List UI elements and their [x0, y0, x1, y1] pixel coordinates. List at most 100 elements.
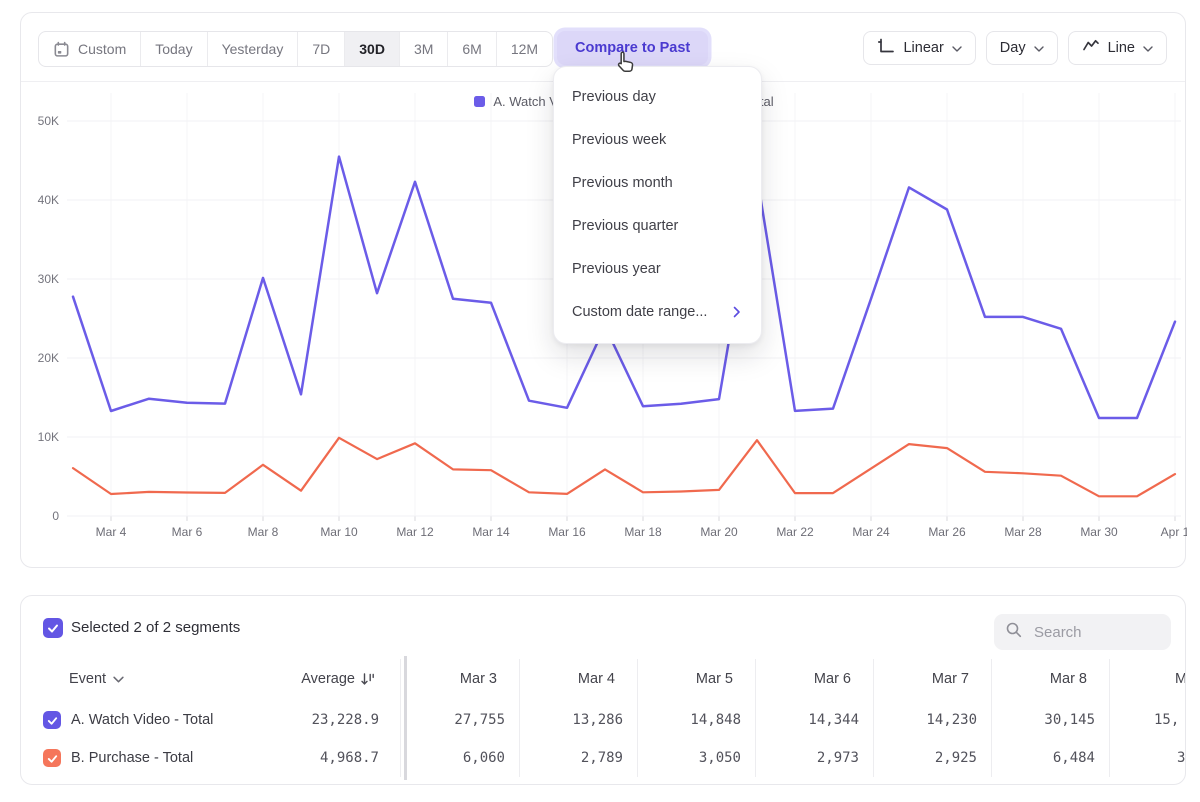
menu-item-label: Previous month	[572, 174, 673, 191]
compare-to-past-button[interactable]: Compare to Past	[557, 31, 709, 65]
segments-panel: Selected 2 of 2 segments Event Average Mar…	[20, 595, 1186, 785]
axis-scale-icon	[877, 37, 895, 59]
column-header-average[interactable]: Average	[251, 664, 386, 694]
compare-dropdown-menu: Previous day Previous week Previous month P…	[553, 66, 762, 344]
preset-label: 7D	[312, 41, 331, 57]
column-divider	[991, 659, 992, 777]
preset-30d[interactable]: 30D	[345, 32, 400, 66]
x-tick-label: Mar 14	[472, 525, 510, 539]
column-divider	[1109, 659, 1110, 777]
x-tick-label: Mar 28	[1004, 525, 1042, 539]
chevron-down-icon	[1143, 40, 1153, 56]
cell-value-clipped: 3,	[1177, 750, 1186, 766]
chart-type-label: Line	[1107, 40, 1135, 56]
chevron-down-icon	[113, 676, 124, 683]
y-tick-label: 40K	[38, 193, 59, 207]
y-tick-label: 0	[52, 509, 59, 523]
cell-value: 2,973	[816, 750, 859, 766]
cell-value: 14,344	[808, 712, 859, 728]
search-icon	[1005, 621, 1023, 644]
chevron-down-icon	[1033, 40, 1044, 56]
preset-3m[interactable]: 3M	[400, 32, 449, 66]
date-range-picker: Custom Today Yesterday 7D 30D 3M 6M 12M	[38, 31, 554, 67]
column-header-mar8: Mar 8	[1049, 671, 1087, 687]
y-tick-label: 20K	[38, 351, 59, 365]
cell-value: 6,484	[1052, 750, 1095, 766]
chevron-down-icon	[952, 40, 962, 56]
column-divider	[755, 659, 756, 777]
x-tick-label: Mar 10	[320, 525, 358, 539]
column-header-mar4: Mar 4	[577, 671, 615, 687]
pinned-column-divider	[404, 656, 407, 780]
menu-item-label: Previous quarter	[572, 217, 679, 234]
preset-7d[interactable]: 7D	[298, 32, 346, 66]
menu-item-label: Custom date range...	[572, 303, 708, 320]
average-value: 23,228.9	[311, 712, 379, 728]
select-all-checkbox[interactable]	[43, 618, 63, 638]
x-tick-label: Mar 4	[96, 525, 127, 539]
segment-label: A. Watch Video - Total	[71, 712, 214, 728]
preset-label: 12M	[510, 41, 539, 57]
preset-today[interactable]: Today	[141, 32, 208, 66]
menu-item-previous-week[interactable]: Previous week	[554, 118, 761, 161]
segment-label: B. Purchase - Total	[71, 750, 194, 766]
average-header-label: Average	[301, 671, 355, 687]
x-tick-label: Mar 18	[624, 525, 662, 539]
column-header-mar3: Mar 3	[459, 671, 497, 687]
sort-descending-icon	[360, 671, 376, 687]
preset-label: Today	[155, 41, 193, 57]
legend-swatch	[474, 96, 486, 107]
x-tick-label: Mar 6	[172, 525, 203, 539]
menu-item-custom-date-range[interactable]: Custom date range...	[554, 290, 761, 333]
average-value: 4,968.7	[319, 750, 379, 766]
segment-search[interactable]	[994, 614, 1171, 650]
preset-label: 6M	[462, 41, 482, 57]
selected-segments-summary: Selected 2 of 2 segments	[71, 619, 241, 636]
column-header-mar5: Mar 5	[695, 671, 733, 687]
menu-item-label: Previous day	[572, 88, 656, 105]
preset-label: 3M	[413, 41, 434, 57]
x-tick-label: Mar 8	[248, 525, 279, 539]
calendar-icon	[53, 41, 70, 58]
cell-value: 13,286	[572, 712, 623, 728]
menu-item-label: Previous week	[572, 131, 667, 148]
column-header-mar6: Mar 6	[813, 671, 851, 687]
column-divider	[519, 659, 520, 777]
search-input[interactable]	[1032, 622, 1160, 642]
chart-controls: Linear Day Line	[863, 31, 1167, 65]
cell-value: 2,925	[934, 750, 977, 766]
x-tick-label: Mar 26	[928, 525, 966, 539]
preset-yesterday[interactable]: Yesterday	[208, 32, 299, 66]
preset-custom[interactable]: Custom	[39, 32, 142, 66]
x-tick-label: Apr 1	[1161, 525, 1187, 539]
event-header-label: Event	[69, 671, 107, 687]
column-divider	[873, 659, 874, 777]
segment-checkbox-a[interactable]	[43, 711, 61, 729]
preset-12m[interactable]: 12M	[497, 32, 552, 66]
cell-value: 30,145	[1044, 712, 1095, 728]
series-line-b	[71, 436, 1177, 498]
cell-value: 14,848	[690, 712, 741, 728]
column-header-mar7: Mar 7	[931, 671, 969, 687]
chart-type-selector-button[interactable]: Line	[1067, 31, 1167, 65]
menu-item-label: Previous year	[572, 260, 661, 277]
cell-value: 2,789	[580, 750, 623, 766]
cell-value: 27,755	[454, 712, 505, 728]
menu-item-previous-year[interactable]: Previous year	[554, 247, 761, 290]
preset-label: Yesterday	[221, 41, 284, 57]
column-divider	[637, 659, 638, 777]
cell-value: 6,060	[462, 750, 505, 766]
menu-item-previous-quarter[interactable]: Previous quarter	[554, 204, 761, 247]
x-tick-label: Mar 24	[852, 525, 890, 539]
cell-value: 14,230	[926, 712, 977, 728]
cell-value: 3,050	[698, 750, 741, 766]
preset-6m[interactable]: 6M	[448, 32, 497, 66]
line-chart-icon	[1082, 37, 1100, 59]
segment-checkbox-b[interactable]	[43, 749, 61, 767]
menu-item-previous-day[interactable]: Previous day	[554, 75, 761, 118]
column-header-event[interactable]: Event	[69, 664, 124, 694]
interval-selector-button[interactable]: Day	[985, 31, 1058, 65]
x-tick-label: Mar 30	[1080, 525, 1118, 539]
scale-selector-button[interactable]: Linear	[863, 31, 976, 65]
menu-item-previous-month[interactable]: Previous month	[554, 161, 761, 204]
